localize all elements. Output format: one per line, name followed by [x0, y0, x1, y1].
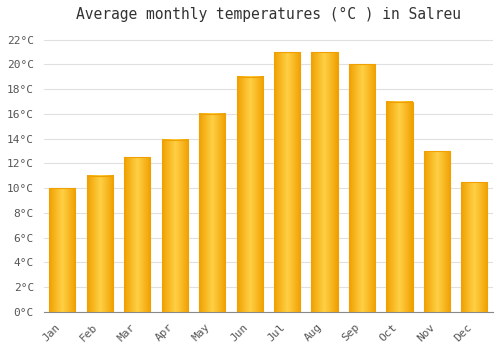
Bar	[50, 188, 76, 312]
Bar	[124, 157, 150, 312]
Bar	[274, 52, 300, 312]
Title: Average monthly temperatures (°C ) in Salreu: Average monthly temperatures (°C ) in Sa…	[76, 7, 461, 22]
Bar	[162, 140, 188, 312]
Bar	[236, 77, 262, 312]
Bar	[312, 52, 338, 312]
Bar	[86, 176, 113, 312]
Bar	[461, 182, 487, 312]
Bar	[386, 102, 412, 312]
Bar	[349, 64, 375, 312]
Bar	[199, 114, 226, 312]
Bar	[424, 151, 450, 312]
